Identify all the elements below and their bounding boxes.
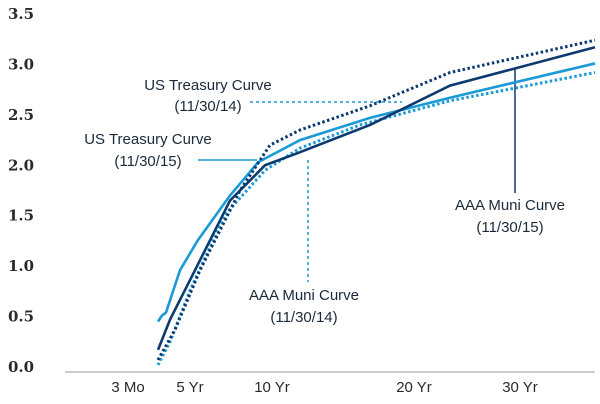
- annotation: AAA Muni Curve: [249, 287, 359, 304]
- annotation: (11/30/15): [476, 219, 543, 236]
- annotation: (11/30/15): [114, 153, 181, 170]
- series-line: [156, 71, 596, 366]
- y-tick-label: 1.0: [8, 257, 34, 275]
- y-tick-label: 0.5: [8, 308, 34, 326]
- annotation: (11/30/14): [174, 98, 241, 115]
- y-tick-label: 3.5: [8, 5, 34, 23]
- y-tick-label: 3.0: [8, 55, 34, 73]
- annotation: US Treasury Curve: [84, 131, 212, 148]
- y-tick-label: 1.5: [8, 207, 34, 225]
- series-line: [156, 38, 596, 361]
- annotation: US Treasury Curve: [144, 77, 272, 94]
- x-tick-label: 5 Yr: [176, 379, 203, 396]
- y-tick-label: 2.5: [8, 106, 34, 124]
- annotation: (11/30/14): [270, 309, 337, 326]
- x-tick-label: 20 Yr: [396, 379, 432, 396]
- y-tick-label: 2.0: [8, 156, 34, 174]
- series-line: [156, 46, 596, 351]
- x-tick-label: 10 Yr: [254, 379, 290, 396]
- y-tick-label: 0.0: [8, 358, 34, 376]
- annotation: AAA Muni Curve: [455, 197, 565, 214]
- x-tick-label: 3 Mo: [111, 379, 144, 396]
- x-tick-label: 30 Yr: [502, 379, 538, 396]
